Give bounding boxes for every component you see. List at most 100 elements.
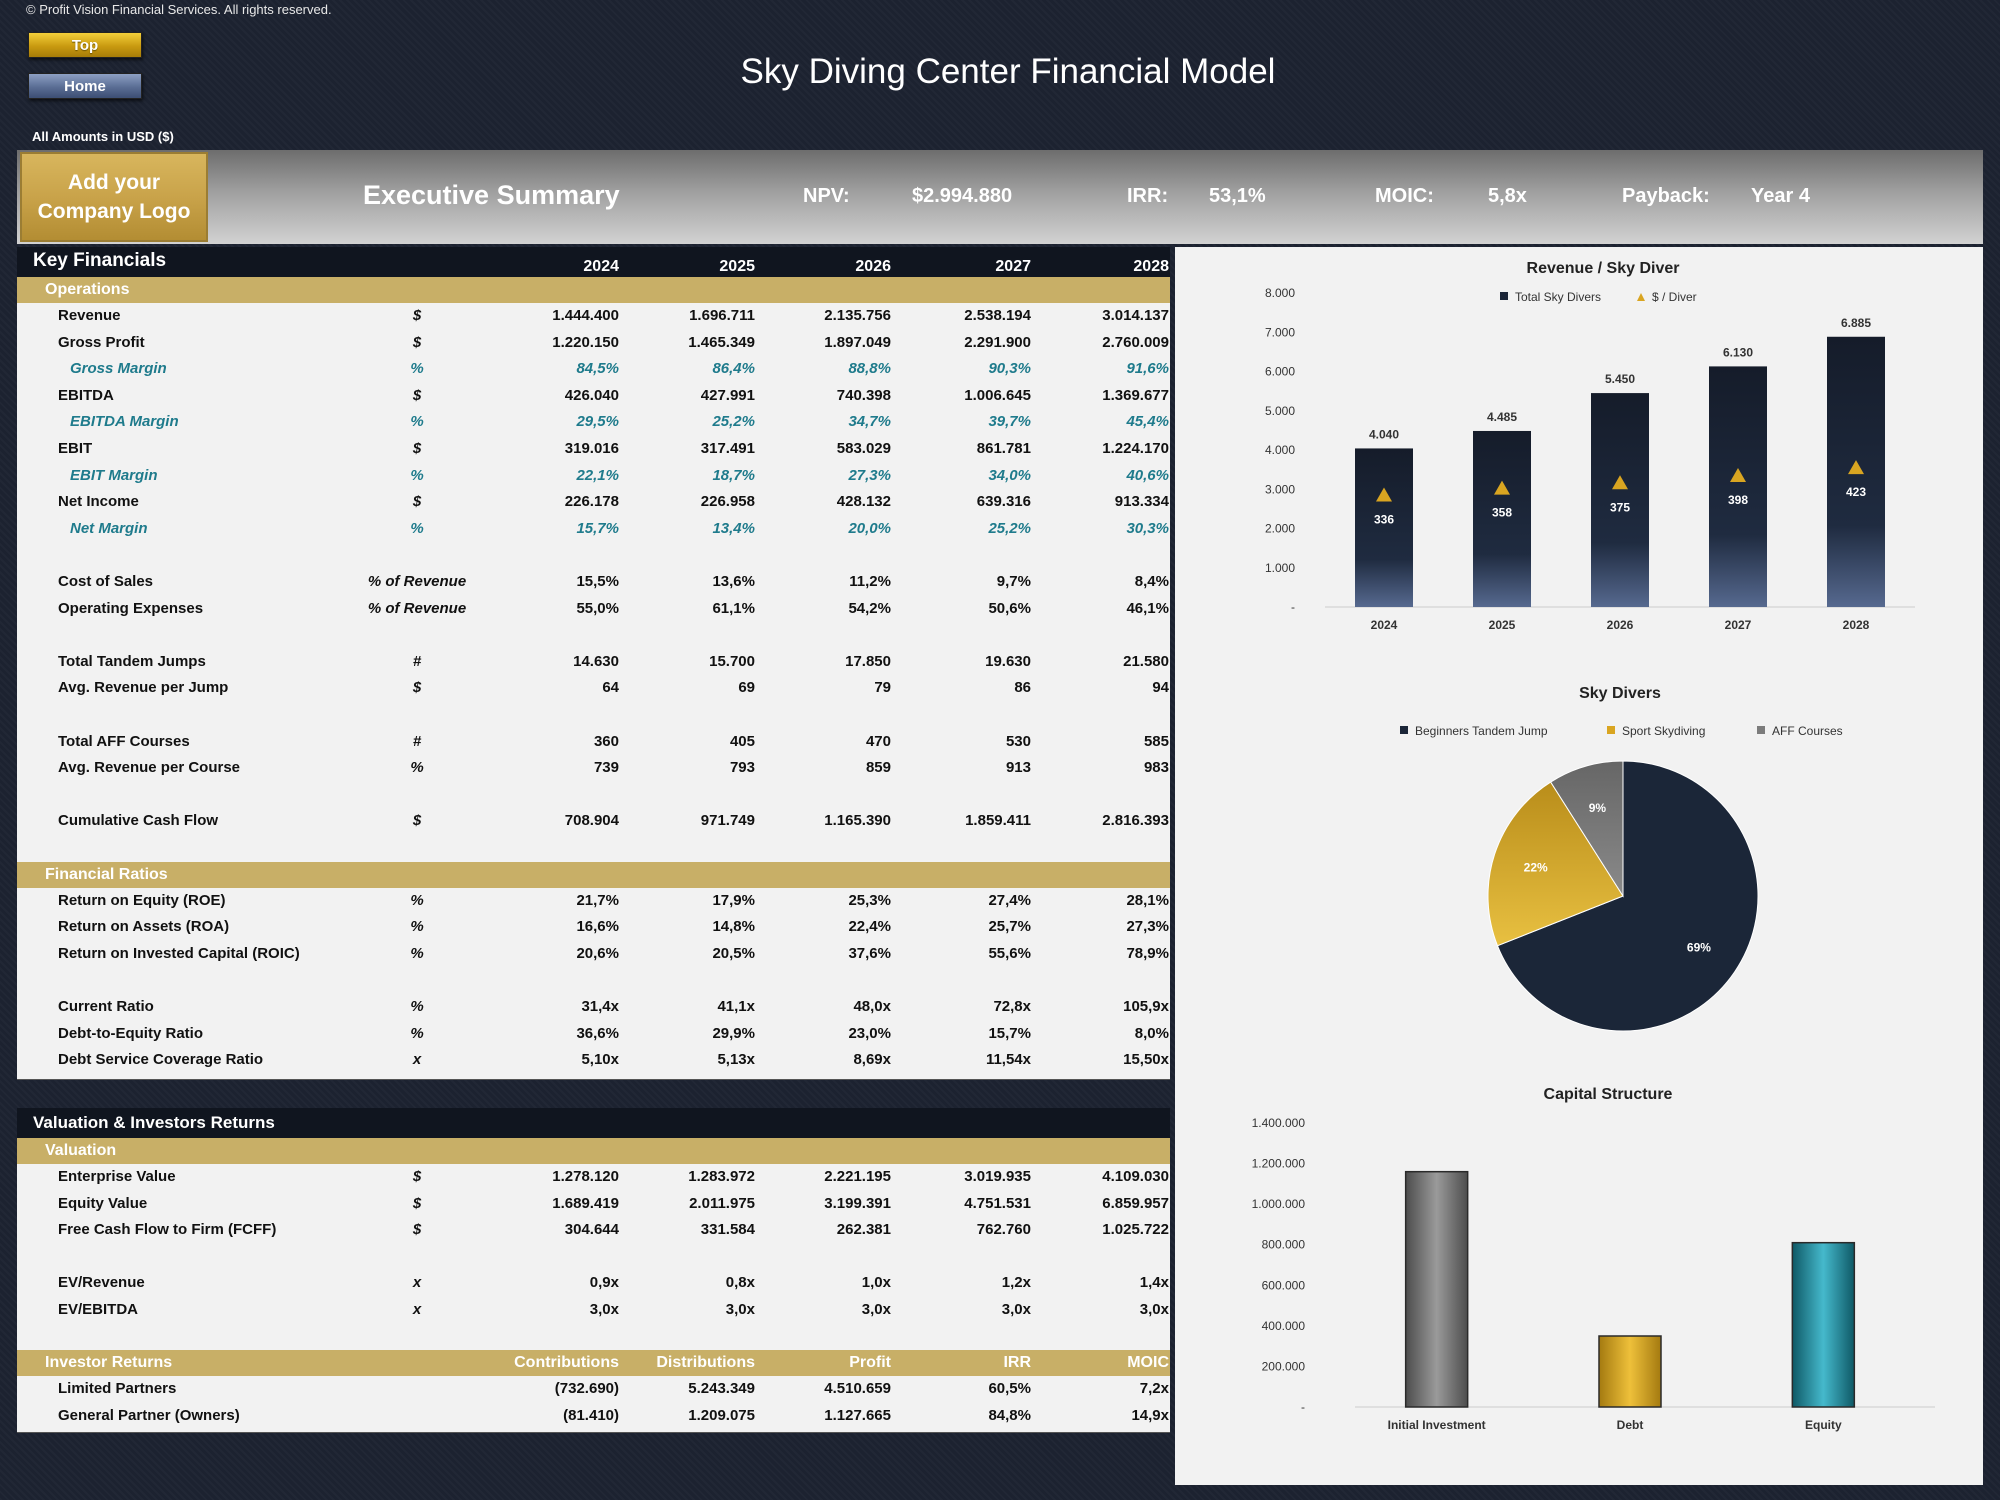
row-label: EBIT bbox=[58, 440, 93, 457]
bar-data-label: 6.885 bbox=[1841, 316, 1871, 330]
row-unit: $ bbox=[412, 1194, 422, 1212]
cell-value: 226.958 bbox=[700, 493, 755, 511]
logo-line-2: Company Logo bbox=[37, 200, 191, 223]
row-label: Total AFF Courses bbox=[58, 732, 190, 750]
capital-bar bbox=[1791, 1241, 1856, 1408]
cell-value: 88,8% bbox=[848, 360, 891, 378]
cell-value: 4.510.659 bbox=[824, 1380, 891, 1398]
cell-value: 1.220.150 bbox=[552, 333, 619, 351]
cell-value: 739 bbox=[593, 759, 619, 777]
cell-value: 1.224.170 bbox=[1102, 440, 1169, 457]
section-title: Operations bbox=[45, 281, 130, 298]
row-label: Revenue bbox=[58, 307, 121, 324]
moic-value: 5,8x bbox=[1488, 185, 1527, 207]
row-label: Limited Partners bbox=[58, 1380, 177, 1398]
year-header: 2025 bbox=[719, 258, 755, 275]
cell-value: 31,4x bbox=[581, 998, 619, 1015]
row-label: Total Tandem Jumps bbox=[58, 652, 206, 670]
cell-value: 54,2% bbox=[848, 599, 891, 617]
cell-value: 64 bbox=[602, 679, 619, 697]
cell-value: 762.760 bbox=[976, 1221, 1031, 1239]
cell-value: 1.127.665 bbox=[824, 1406, 891, 1424]
cell-value: 331.584 bbox=[700, 1221, 755, 1239]
cell-value: 0,9x bbox=[589, 1274, 619, 1292]
pie-data-label: 9% bbox=[1589, 801, 1607, 815]
currency-note: All Amounts in USD ($) bbox=[32, 129, 174, 144]
cell-value: 1.278.120 bbox=[552, 1168, 619, 1185]
valuation-title: Valuation & Investors Returns bbox=[33, 1113, 275, 1132]
cell-value: 14,8% bbox=[712, 918, 755, 936]
row-unit: % bbox=[410, 944, 424, 962]
legend-label: AFF Courses bbox=[1772, 724, 1843, 738]
row-label: Gross Profit bbox=[58, 333, 145, 351]
row-label: Avg. Revenue per Jump bbox=[58, 679, 229, 697]
row-unit: % bbox=[410, 466, 424, 484]
cell-value: 79 bbox=[874, 679, 891, 697]
y-tick-label: 1.400.000 bbox=[1252, 1116, 1306, 1130]
row-label: Enterprise Value bbox=[58, 1168, 176, 1185]
cell-value: 3,0x bbox=[589, 1301, 619, 1318]
cell-value: 0,8x bbox=[725, 1274, 755, 1292]
column-header: Contributions bbox=[514, 1354, 619, 1372]
row-label: Net Margin bbox=[70, 519, 148, 537]
cell-value: 45,4% bbox=[1126, 413, 1169, 431]
row-label: Debt Service Coverage Ratio bbox=[58, 1051, 264, 1069]
cell-value: 27,4% bbox=[988, 891, 1031, 909]
cell-value: 1.209.075 bbox=[688, 1406, 755, 1424]
point-data-label: 375 bbox=[1610, 500, 1630, 514]
x-tick-label: 2024 bbox=[1371, 618, 1398, 632]
cell-value: 36,6% bbox=[576, 1024, 619, 1042]
row-label: EBITDA Margin bbox=[70, 413, 179, 431]
row-unit: x bbox=[412, 1301, 422, 1318]
top-button[interactable]: Top bbox=[28, 32, 142, 58]
cell-value: 1.859.411 bbox=[965, 812, 1031, 830]
row-unit: $ bbox=[412, 386, 422, 404]
cell-value: 971.749 bbox=[700, 812, 755, 830]
bar-data-label: 6.130 bbox=[1723, 345, 1753, 359]
cell-value: 55,0% bbox=[576, 599, 619, 617]
section-header: Operations bbox=[17, 277, 1170, 303]
cell-value: 1.165.390 bbox=[824, 812, 891, 830]
row-unit: % bbox=[410, 413, 424, 431]
npv-label: NPV: bbox=[803, 185, 850, 207]
year-header: 2026 bbox=[855, 258, 891, 275]
legend-swatch bbox=[1607, 726, 1615, 734]
cell-value: 22,1% bbox=[576, 466, 619, 484]
cell-value: 30,3% bbox=[1126, 519, 1169, 537]
point-dollar-per-diver bbox=[1494, 480, 1510, 495]
row-unit: $ bbox=[412, 1168, 422, 1185]
row-unit: % bbox=[410, 891, 424, 909]
key-financials-header: Key Financials 2024 2025 2026 2027 2028 bbox=[17, 247, 1170, 277]
cell-value: 86 bbox=[1014, 679, 1031, 697]
row-unit: % bbox=[410, 918, 424, 936]
cell-value: 639.316 bbox=[976, 493, 1031, 511]
cell-value: 304.644 bbox=[564, 1221, 619, 1239]
y-tick-label: 200.000 bbox=[1262, 1359, 1306, 1373]
cell-value: 23,0% bbox=[848, 1024, 891, 1042]
table-row: EV/Revenue x 0,9x 0,8x 1,0x 1,2x 1,4x bbox=[17, 1270, 1170, 1296]
y-tick-label: 6.000 bbox=[1265, 365, 1295, 379]
key-financials-panel: Key Financials 2024 2025 2026 2027 2028 … bbox=[17, 247, 1170, 1080]
table-row: EBIT Margin% 22,1% 18,7% 27,3% 34,0% 40,6% bbox=[17, 463, 1170, 489]
home-button[interactable]: Home bbox=[28, 73, 142, 99]
cell-value: (81.410) bbox=[563, 1406, 619, 1424]
cell-value: 84,5% bbox=[576, 360, 619, 378]
capital-bar bbox=[1404, 1170, 1469, 1408]
bar-total-sky-divers bbox=[1355, 448, 1413, 607]
cell-value: 72,8x bbox=[993, 998, 1031, 1015]
y-tick-label: 400.000 bbox=[1262, 1319, 1306, 1333]
pie-data-label: 22% bbox=[1524, 861, 1548, 875]
y-tick-label: 2.000 bbox=[1265, 522, 1295, 536]
cell-value: 25,7% bbox=[988, 918, 1031, 936]
cell-value: 48,0x bbox=[853, 998, 891, 1015]
x-tick-label: Initial Investment bbox=[1388, 1418, 1486, 1432]
cell-value: 1.696.711 bbox=[689, 307, 755, 324]
cell-value: 27,3% bbox=[1126, 918, 1169, 936]
x-tick-label: 2025 bbox=[1489, 618, 1516, 632]
company-logo-placeholder[interactable]: Add your Company Logo bbox=[20, 152, 208, 242]
y-tick-label: 1.000.000 bbox=[1252, 1197, 1306, 1211]
x-tick-label: 2026 bbox=[1607, 618, 1634, 632]
pie-data-label: 69% bbox=[1687, 941, 1711, 955]
row-unit: x bbox=[412, 1274, 422, 1292]
cell-value: 3,0x bbox=[861, 1301, 891, 1318]
